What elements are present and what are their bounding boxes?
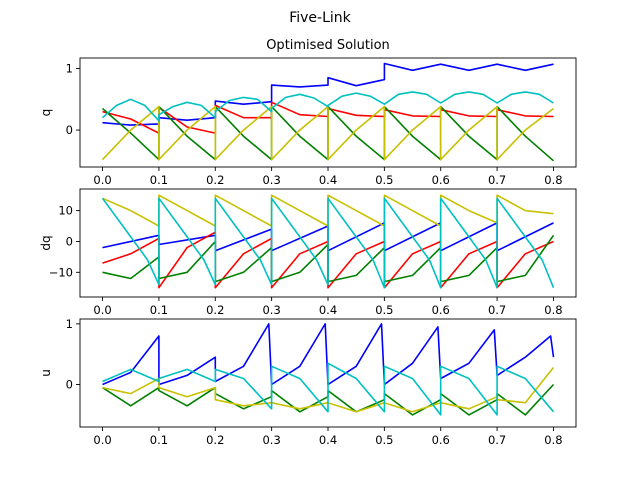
x-tick-label: 0.7 — [488, 303, 506, 317]
y-axis-label: u — [39, 369, 53, 377]
x-tick-label: 0.2 — [206, 303, 224, 317]
x-tick-label: 0.5 — [375, 303, 393, 317]
x-tick-label: 0.5 — [375, 433, 393, 447]
x-tick-label: 0.1 — [150, 303, 168, 317]
series-line-3-4 — [102, 362, 555, 416]
x-tick-label: 0.3 — [262, 433, 280, 447]
axes-2: 0.0 0.1 0.2 0.3 0.4 0.5 0.6 0.7 0.8 −10 0 10 dq — [39, 188, 577, 317]
x-tick-label: 0.4 — [319, 433, 337, 447]
y-axis-label: q — [39, 109, 53, 117]
x-tick-label: 0.0 — [93, 433, 111, 447]
x-tick-label: 0.0 — [93, 173, 111, 187]
axes-title: Optimised Solution — [266, 38, 390, 53]
y-tick-label: 0 — [66, 234, 73, 248]
x-tick-label: 0.8 — [544, 433, 562, 447]
axes-3: 0.0 0.1 0.2 0.3 0.4 0.5 0.6 0.7 0.8 0 1 u — [39, 317, 577, 447]
x-tick-label: 0.3 — [262, 173, 280, 187]
x-tick-label: 0.6 — [432, 303, 450, 317]
x-tick-label: 0.0 — [93, 303, 111, 317]
x-tick-label: 0.1 — [150, 173, 168, 187]
x-tick-label: 0.6 — [432, 173, 450, 187]
y-tick-label: −10 — [49, 265, 73, 279]
x-tick-label: 0.4 — [319, 173, 337, 187]
x-tick-label: 0.8 — [544, 303, 562, 317]
series-line-3-3 — [102, 366, 555, 413]
x-tick-label: 0.2 — [206, 433, 224, 447]
series-line-2-5 — [101, 197, 555, 289]
y-tick-label: 1 — [66, 61, 73, 75]
y-tick-label: 0 — [66, 123, 73, 137]
y-tick-label: 1 — [66, 317, 73, 331]
series-line-1-5 — [101, 91, 554, 122]
x-tick-label: 0.2 — [206, 173, 224, 187]
y-tick-label: 10 — [58, 204, 73, 218]
x-tick-label: 0.5 — [375, 173, 393, 187]
x-tick-label: 0.1 — [150, 433, 168, 447]
x-tick-label: 0.7 — [488, 173, 506, 187]
x-tick-label: 0.3 — [262, 303, 280, 317]
x-tick-label: 0.8 — [544, 173, 562, 187]
y-axis-label: dq — [39, 235, 53, 250]
x-tick-label: 0.7 — [488, 433, 506, 447]
x-tick-label: 0.4 — [319, 303, 337, 317]
series-line-1-1 — [102, 62, 554, 126]
axes-1: 0.0 0.1 0.2 0.3 0.4 0.5 0.6 0.7 0.8 0 1 q Optimised … — [39, 38, 577, 187]
series-line-1-4 — [101, 105, 554, 161]
figure-suptitle: Five-Link — [289, 10, 351, 26]
x-tick-label: 0.6 — [432, 433, 450, 447]
y-tick-label: 0 — [66, 378, 73, 392]
